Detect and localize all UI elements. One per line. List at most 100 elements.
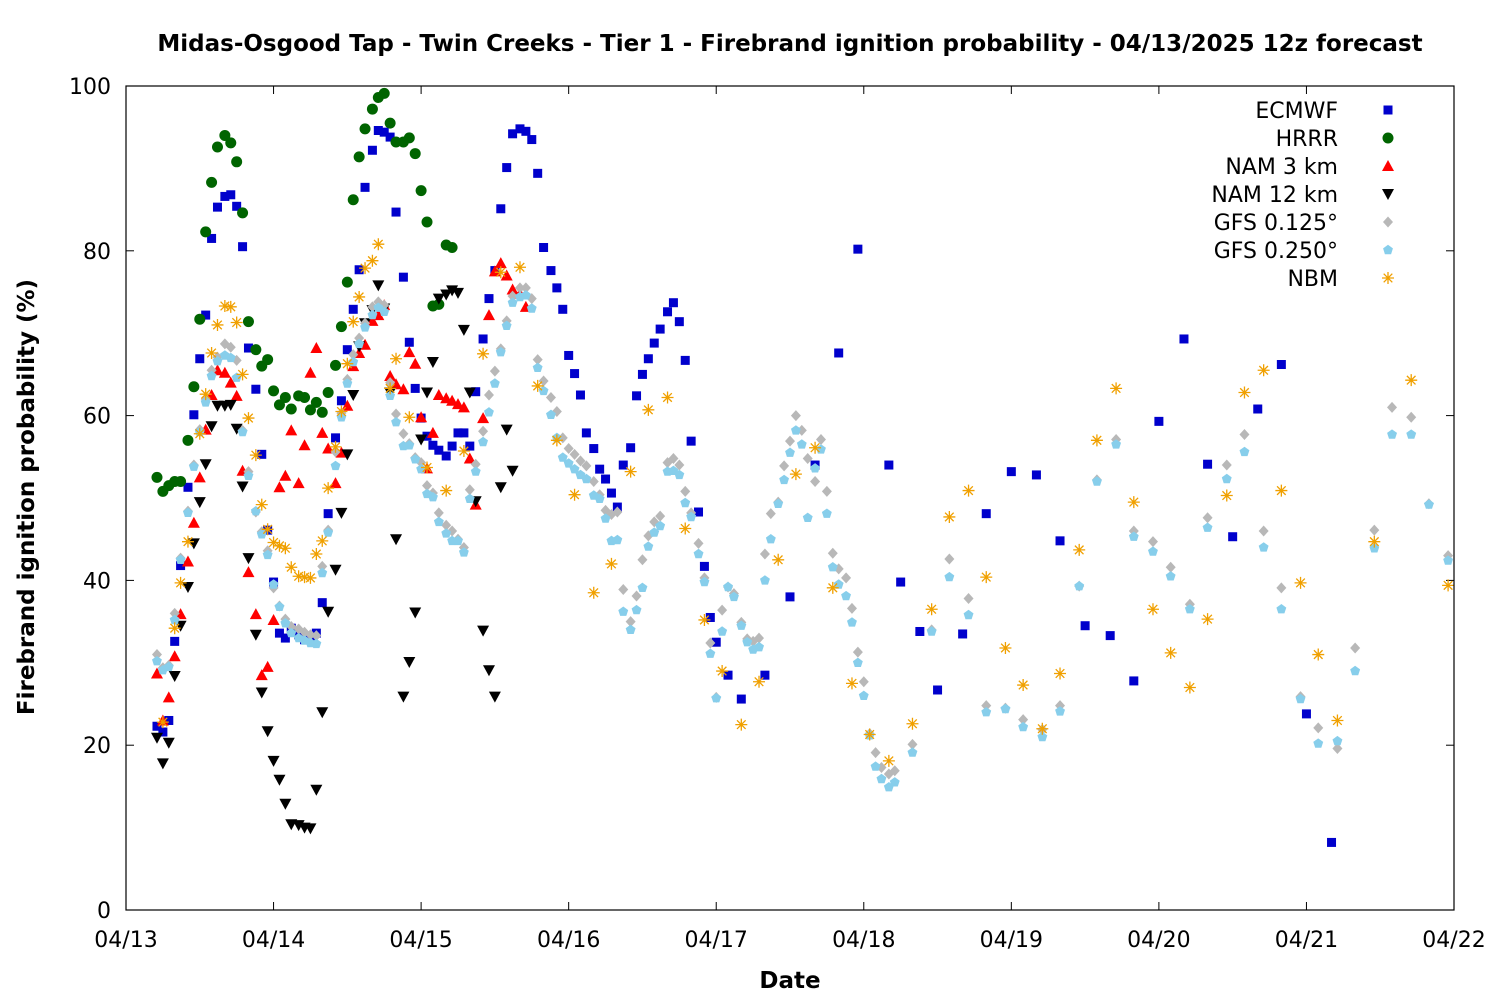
data-point <box>533 168 543 178</box>
data-point <box>618 460 628 470</box>
data-point <box>342 378 353 388</box>
data-point <box>459 547 469 557</box>
data-point <box>1179 334 1189 344</box>
data-point <box>390 534 403 546</box>
data-point <box>156 716 169 729</box>
data-point <box>255 498 268 511</box>
data-point <box>1148 546 1158 556</box>
data-point <box>243 343 253 353</box>
data-point <box>470 466 481 476</box>
data-point <box>432 293 445 305</box>
data-point <box>625 616 636 628</box>
data-point <box>348 304 358 314</box>
data-point <box>1054 667 1067 680</box>
data-point <box>531 379 544 392</box>
data-point <box>478 425 489 437</box>
data-point <box>958 629 968 639</box>
data-point <box>1442 579 1455 592</box>
data-point <box>341 357 354 370</box>
data-point <box>489 378 500 388</box>
data-point <box>723 670 733 680</box>
data-point <box>421 387 434 399</box>
data-point <box>360 322 370 332</box>
data-point <box>500 424 513 436</box>
data-point <box>426 357 439 369</box>
legend-marker <box>1382 189 1394 200</box>
data-point <box>846 602 857 614</box>
data-point <box>225 341 236 353</box>
x-axis-label: Date <box>759 968 820 994</box>
data-point <box>421 216 433 228</box>
data-point <box>1312 648 1325 661</box>
data-point <box>279 469 292 481</box>
data-point <box>477 347 490 360</box>
data-point <box>1090 434 1103 447</box>
data-point <box>538 385 549 396</box>
data-point <box>925 603 938 616</box>
legend-label: GFS 0.125° <box>1214 211 1338 236</box>
data-point <box>174 576 187 589</box>
data-point <box>705 612 715 622</box>
y-tick-label: 100 <box>69 75 111 100</box>
data-point <box>219 129 231 141</box>
data-point <box>896 577 906 587</box>
data-point <box>1405 374 1418 387</box>
data-point <box>563 443 574 455</box>
data-point <box>550 434 563 447</box>
data-point <box>649 527 660 537</box>
data-point <box>335 405 348 418</box>
data-point <box>170 636 180 646</box>
data-point <box>943 510 956 523</box>
data-point <box>206 370 217 381</box>
data-point <box>464 493 475 503</box>
data-point <box>796 439 807 449</box>
data-point <box>385 132 395 142</box>
data-point <box>463 452 476 464</box>
data-point <box>568 488 581 501</box>
data-point <box>200 397 211 407</box>
data-point <box>280 618 291 628</box>
data-point <box>488 265 501 277</box>
data-point <box>1146 603 1159 616</box>
data-point <box>1036 722 1049 735</box>
data-point <box>1313 722 1324 734</box>
data-point <box>329 440 342 453</box>
data-point <box>158 727 168 737</box>
data-point <box>403 656 416 668</box>
data-point <box>218 300 231 313</box>
data-point <box>242 553 255 565</box>
data-point <box>255 687 268 699</box>
data-point <box>735 718 748 731</box>
data-point <box>207 233 217 243</box>
data-point <box>470 458 481 470</box>
data-point <box>267 536 280 549</box>
data-point <box>232 201 242 211</box>
data-point <box>1295 693 1306 704</box>
data-point <box>341 276 353 288</box>
data-point <box>1258 542 1269 552</box>
data-point <box>501 320 512 330</box>
data-point <box>618 606 629 616</box>
data-point <box>465 441 475 451</box>
data-point <box>286 627 297 638</box>
data-point <box>379 127 389 137</box>
data-point <box>226 190 236 200</box>
data-point <box>507 297 518 307</box>
data-point <box>242 412 255 425</box>
data-point <box>323 509 333 519</box>
data-point <box>354 338 365 349</box>
legend-marker <box>1383 216 1393 228</box>
data-point <box>668 452 679 464</box>
data-point <box>711 637 721 647</box>
data-point <box>422 431 432 441</box>
data-point <box>1275 484 1288 497</box>
data-point <box>1074 581 1085 591</box>
data-point <box>224 399 237 411</box>
data-point <box>211 318 224 331</box>
data-point <box>526 303 537 313</box>
data-point <box>906 717 919 730</box>
data-point <box>785 592 795 602</box>
data-point <box>199 388 212 401</box>
data-point <box>484 407 494 417</box>
